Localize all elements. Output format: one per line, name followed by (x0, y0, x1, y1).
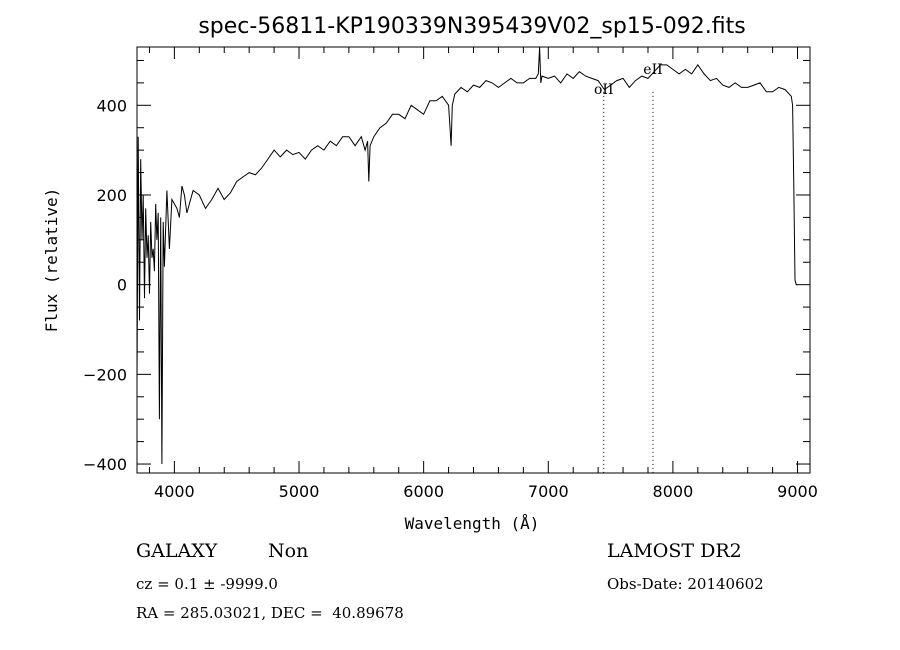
x-tick-label: 9000 (777, 482, 818, 501)
plot-frame (136, 46, 811, 474)
y-tick-labels: −400 −200 0 200 400 (83, 96, 127, 474)
survey-release: LAMOST DR2 (607, 540, 742, 562)
line-markers (603, 91, 654, 473)
x-tick-label: 6000 (403, 482, 444, 501)
redshift-line: cz = 0.1 ± -9999.0 (136, 575, 278, 593)
x-tick-label: 7000 (528, 482, 569, 501)
x-axis-label: Wavelength (Å) (405, 514, 540, 533)
chart-title: spec-56811-KP190339N395439V02_sp15-092.f… (198, 14, 745, 39)
y-tick-label: −200 (83, 365, 127, 384)
x-tick-label: 5000 (279, 482, 320, 501)
coordinates-line: RA = 285.03021, DEC = 40.89678 (136, 604, 404, 622)
y-tick-label: 200 (96, 186, 127, 205)
spectrum-line (136, 46, 798, 465)
line-annotation: oII (594, 82, 614, 98)
y-axis-label: Flux (relative) (42, 188, 61, 333)
observation-date: Obs-Date: 20140602 (607, 575, 764, 593)
y-tick-label: 0 (117, 276, 127, 295)
x-tick-label: 4000 (154, 482, 195, 501)
x-tick-label: 8000 (653, 482, 694, 501)
x-tick-labels: 4000 5000 6000 7000 8000 9000 (154, 482, 818, 501)
object-subclass: Non (268, 540, 309, 562)
y-tick-label: −400 (83, 455, 127, 474)
y-tick-label: 400 (96, 96, 127, 115)
object-class: GALAXY (136, 540, 218, 562)
line-labels: oII eII (594, 62, 663, 98)
axis-ticks (137, 47, 810, 473)
line-annotation: eII (643, 62, 662, 78)
